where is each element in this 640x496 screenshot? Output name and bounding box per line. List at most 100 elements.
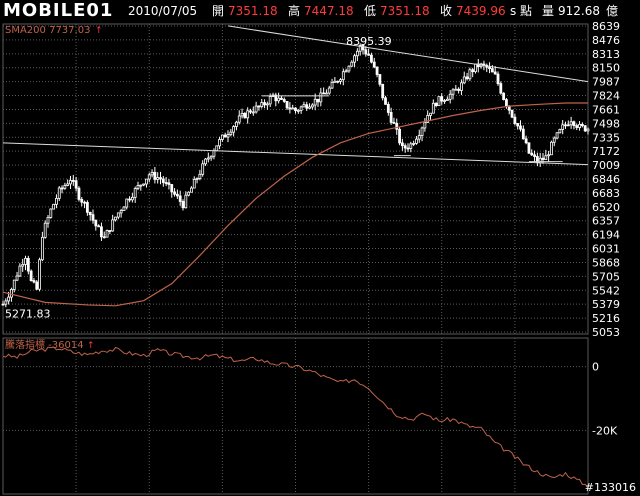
candle-body — [94, 219, 98, 227]
amount-value: 912.68 — [558, 4, 600, 18]
candle-body — [21, 264, 25, 267]
candle-body — [296, 109, 300, 112]
candle-body — [288, 107, 292, 110]
candle-body — [541, 157, 545, 160]
candle-body — [130, 196, 134, 201]
candle-body — [493, 71, 497, 75]
candle-body — [254, 105, 258, 113]
candle-body — [100, 226, 103, 238]
candle-body — [190, 187, 193, 193]
indicator-arrow-icon: ↑ — [87, 341, 95, 351]
candle-body — [206, 157, 210, 160]
candle-body — [201, 163, 205, 175]
candle-body — [263, 102, 266, 106]
candle-body — [502, 92, 506, 100]
candle-body — [40, 236, 44, 261]
candle-body — [1, 303, 5, 306]
candle-body — [223, 134, 227, 138]
candle-body — [443, 100, 446, 102]
price-tick-label: 6683 — [592, 187, 620, 200]
candle-body — [448, 93, 452, 100]
price-tick-label: 5053 — [592, 326, 620, 339]
candle-body — [60, 187, 64, 190]
candle-body — [249, 110, 252, 113]
candle-body — [415, 138, 418, 144]
candle-body — [69, 180, 72, 185]
candle-body — [4, 300, 8, 305]
candle-body — [499, 83, 503, 94]
candle-body — [434, 102, 438, 106]
candle-body — [372, 61, 376, 68]
candle-body — [88, 211, 92, 216]
candle-body — [488, 66, 491, 70]
candle-body — [229, 131, 233, 135]
candle-body — [336, 80, 340, 83]
candle-body — [7, 296, 11, 302]
watermark: #133016 — [584, 481, 636, 494]
candle-body — [400, 142, 404, 147]
candle-body — [305, 104, 309, 109]
candle-body — [313, 98, 317, 106]
candle-body — [147, 174, 151, 180]
candle-body — [353, 55, 356, 63]
candle-body — [462, 76, 466, 84]
candle-body — [240, 112, 244, 117]
price-tick-label: 5542 — [592, 284, 620, 297]
low-annotation: 5271.83 — [5, 307, 51, 320]
candle-body — [71, 180, 75, 182]
candle-body — [32, 280, 36, 283]
high-value: 7447.18 — [304, 4, 354, 18]
candle-body — [586, 128, 590, 132]
candle-body — [505, 99, 508, 107]
price-tick-label: 7009 — [592, 159, 620, 172]
candle-body — [285, 101, 289, 109]
candle-body — [395, 122, 399, 130]
candle-body — [294, 107, 297, 112]
candle-body — [164, 182, 168, 184]
candle-body — [583, 125, 587, 132]
candle-body — [530, 152, 534, 156]
candle-body — [325, 92, 328, 95]
candle-body — [319, 92, 323, 103]
candle-body — [85, 202, 89, 213]
candle-body — [97, 225, 101, 228]
candle-body — [29, 270, 33, 281]
candle-body — [370, 54, 373, 63]
candle-body — [378, 74, 382, 85]
candle-body — [161, 178, 165, 183]
price-tick-label: 8313 — [592, 48, 620, 61]
candle-body — [471, 69, 475, 73]
candle-body — [128, 198, 131, 201]
candle-body — [431, 102, 435, 114]
candle-body — [569, 121, 573, 126]
quote-date: 2010/07/05 — [128, 4, 198, 18]
candle-body — [358, 45, 362, 52]
amount-label: 量 — [542, 4, 555, 18]
vol-marker: s — [510, 4, 517, 18]
candle-body — [454, 88, 458, 91]
candle-body — [333, 80, 337, 83]
candle-body — [156, 177, 160, 180]
price-tick-label: 5216 — [592, 312, 620, 325]
candle-body — [308, 106, 311, 109]
candle-body — [43, 222, 47, 238]
candle-body — [235, 121, 238, 127]
candle-body — [392, 121, 396, 124]
candle-body — [83, 201, 86, 204]
candle-body — [496, 73, 500, 85]
candle-body — [381, 83, 385, 99]
price-tick-label: 6357 — [592, 215, 620, 228]
candle-body — [384, 97, 387, 105]
candle-body — [572, 121, 576, 126]
candle-body — [533, 154, 536, 157]
candle-body — [468, 69, 472, 80]
candle-body — [457, 88, 461, 91]
candle-body — [386, 103, 390, 113]
candle-body — [426, 115, 430, 123]
price-tick-label: 7824 — [592, 90, 620, 103]
candle-body — [423, 121, 427, 129]
candle-body — [564, 124, 567, 127]
candle-body — [510, 109, 514, 118]
candle-body — [111, 219, 115, 232]
price-tick-label: 6520 — [592, 201, 620, 214]
